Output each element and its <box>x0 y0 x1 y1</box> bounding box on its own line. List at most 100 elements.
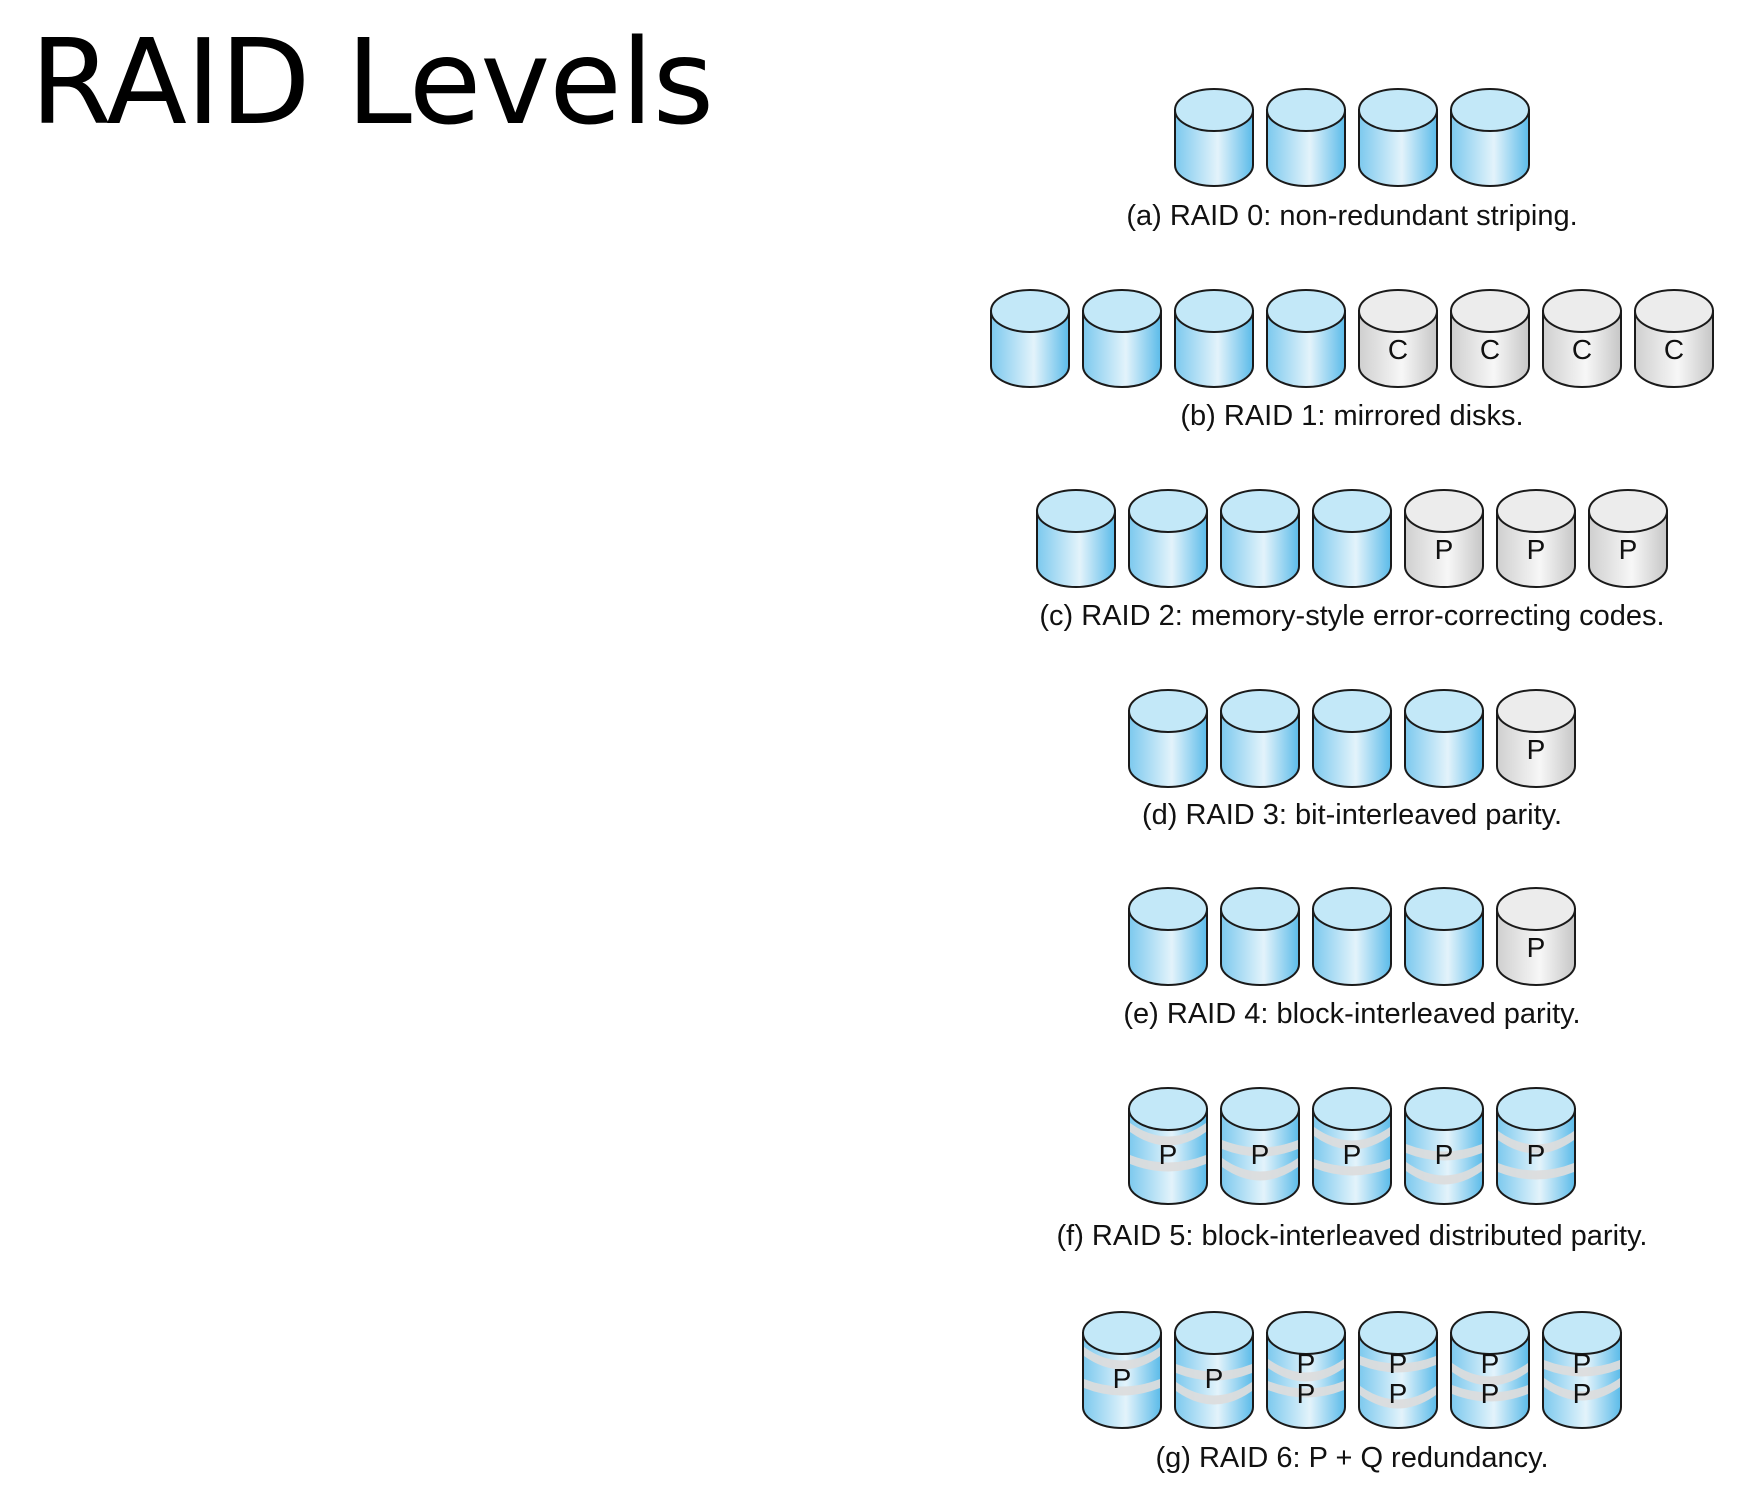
disk-top <box>1450 1311 1530 1355</box>
disk-label: P <box>1435 1139 1454 1170</box>
disk-data <box>1358 88 1438 187</box>
slide-title: RAID Levels <box>30 13 714 151</box>
disk-top <box>1266 1311 1346 1355</box>
disk-top <box>1542 289 1622 333</box>
stripe-band <box>1130 1155 1206 1172</box>
disk-data <box>1312 689 1392 788</box>
disk-striped: P <box>1404 1087 1484 1205</box>
caption-raid-3: (d) RAID 3: bit-interleaved parity. <box>1142 799 1562 831</box>
disk-check: C <box>1634 289 1714 388</box>
disk-body <box>1312 1108 1392 1205</box>
caption-raid-2: (c) RAID 2: memory-style error-correctin… <box>1039 600 1664 632</box>
caption-raid-1: (b) RAID 1: mirrored disks. <box>1180 400 1523 432</box>
stripe-band <box>1084 1379 1160 1396</box>
disk-top <box>1404 689 1484 733</box>
disk-top <box>1174 88 1254 132</box>
disk-data <box>990 289 1070 388</box>
disk-top <box>1128 689 1208 733</box>
stripe-band <box>1268 1381 1344 1398</box>
disk-top <box>1358 1311 1438 1355</box>
disk-top <box>1634 289 1714 333</box>
disk-top <box>1404 1087 1484 1131</box>
caption-raid-4: (e) RAID 4: block-interleaved parity. <box>1123 998 1580 1030</box>
disk-check: C <box>1542 289 1622 388</box>
disk-label: P <box>1527 734 1546 765</box>
disk-top <box>1358 88 1438 132</box>
disk-label: P <box>1573 1378 1592 1409</box>
stripe-band <box>1314 1127 1390 1150</box>
raid-row-raid-5: P P P P P (f) RAID 5: block-interleaved distr… <box>1057 1087 1647 1252</box>
disk-top <box>1312 489 1392 533</box>
caption-raid-0: (a) RAID 0: non-redundant striping. <box>1126 200 1577 232</box>
stripe-band <box>1314 1159 1390 1176</box>
disk-top <box>1082 1311 1162 1355</box>
disk-top <box>1404 489 1484 533</box>
disk-top <box>1312 1087 1392 1131</box>
caption-raid-6: (g) RAID 6: P + Q redundancy. <box>1155 1442 1548 1474</box>
disk-striped: P <box>1082 1311 1162 1429</box>
disk-top <box>1312 689 1392 733</box>
disk-top <box>1266 88 1346 132</box>
disk-striped: P <box>1128 1087 1208 1205</box>
disk-data <box>1128 887 1208 986</box>
disk-top <box>1496 489 1576 533</box>
disk-check: C <box>1450 289 1530 388</box>
raid-row-raid-2: P P P (c) RAID 2: memory-style error-correc… <box>1036 489 1668 632</box>
disk-top <box>1404 887 1484 931</box>
disk-label: P <box>1527 1139 1546 1170</box>
disk-striped: P <box>1496 1087 1576 1205</box>
disk-top <box>1128 887 1208 931</box>
disk-label: P <box>1297 1378 1316 1409</box>
disk-top <box>1358 289 1438 333</box>
raid-row-raid-1: C C C C (b) RAID 1: mirrored disks. <box>990 289 1714 432</box>
disk-data <box>1312 489 1392 588</box>
stripe-band <box>1498 1131 1574 1154</box>
stripe-band <box>1360 1356 1436 1373</box>
disk-striped: PP <box>1266 1311 1346 1429</box>
disk-data <box>1266 289 1346 388</box>
stripe-band <box>1498 1163 1574 1180</box>
disk-label: P <box>1573 1348 1592 1379</box>
stripe-band <box>1222 1158 1298 1181</box>
disk-data <box>1450 88 1530 187</box>
disk-body <box>1082 1332 1162 1429</box>
disk-label: P <box>1389 1378 1408 1409</box>
disk-top <box>1496 689 1576 733</box>
disk-top <box>1128 489 1208 533</box>
disk-label: C <box>1664 334 1684 365</box>
disk-data <box>1220 689 1300 788</box>
disk-data <box>1128 689 1208 788</box>
stripe-band <box>1222 1140 1298 1157</box>
stripe-band <box>1452 1385 1528 1402</box>
stripe-band <box>1544 1378 1620 1401</box>
disk-data <box>1174 88 1254 187</box>
disk-top <box>1450 289 1530 333</box>
disk-check: P <box>1496 887 1576 986</box>
disk-label: P <box>1389 1348 1408 1379</box>
disk-striped: PP <box>1542 1311 1622 1429</box>
disk-top <box>1220 887 1300 931</box>
disk-data <box>1312 887 1392 986</box>
disk-label: C <box>1480 334 1500 365</box>
stripe-band <box>1544 1360 1620 1377</box>
disk-striped: PP <box>1450 1311 1530 1429</box>
disk-top <box>1496 887 1576 931</box>
disk-top <box>1450 88 1530 132</box>
stripe-band <box>1176 1382 1252 1405</box>
disk-label: P <box>1481 1348 1500 1379</box>
disk-top <box>990 289 1070 333</box>
disk-top <box>1542 1311 1622 1355</box>
disk-striped: P <box>1312 1087 1392 1205</box>
disk-label: P <box>1297 1348 1316 1379</box>
disk-label: P <box>1527 534 1546 565</box>
disk-striped: P <box>1220 1087 1300 1205</box>
disk-data <box>1404 887 1484 986</box>
disk-check: P <box>1404 489 1484 588</box>
disk-data <box>1036 489 1116 588</box>
disk-data <box>1082 289 1162 388</box>
disk-top <box>1174 289 1254 333</box>
disk-data <box>1220 887 1300 986</box>
raid-row-raid-0: (a) RAID 0: non-redundant striping. <box>1126 88 1578 232</box>
raid-row-raid-3: P (d) RAID 3: bit-interleaved parity. <box>1128 689 1576 831</box>
disk-label: P <box>1527 932 1546 963</box>
